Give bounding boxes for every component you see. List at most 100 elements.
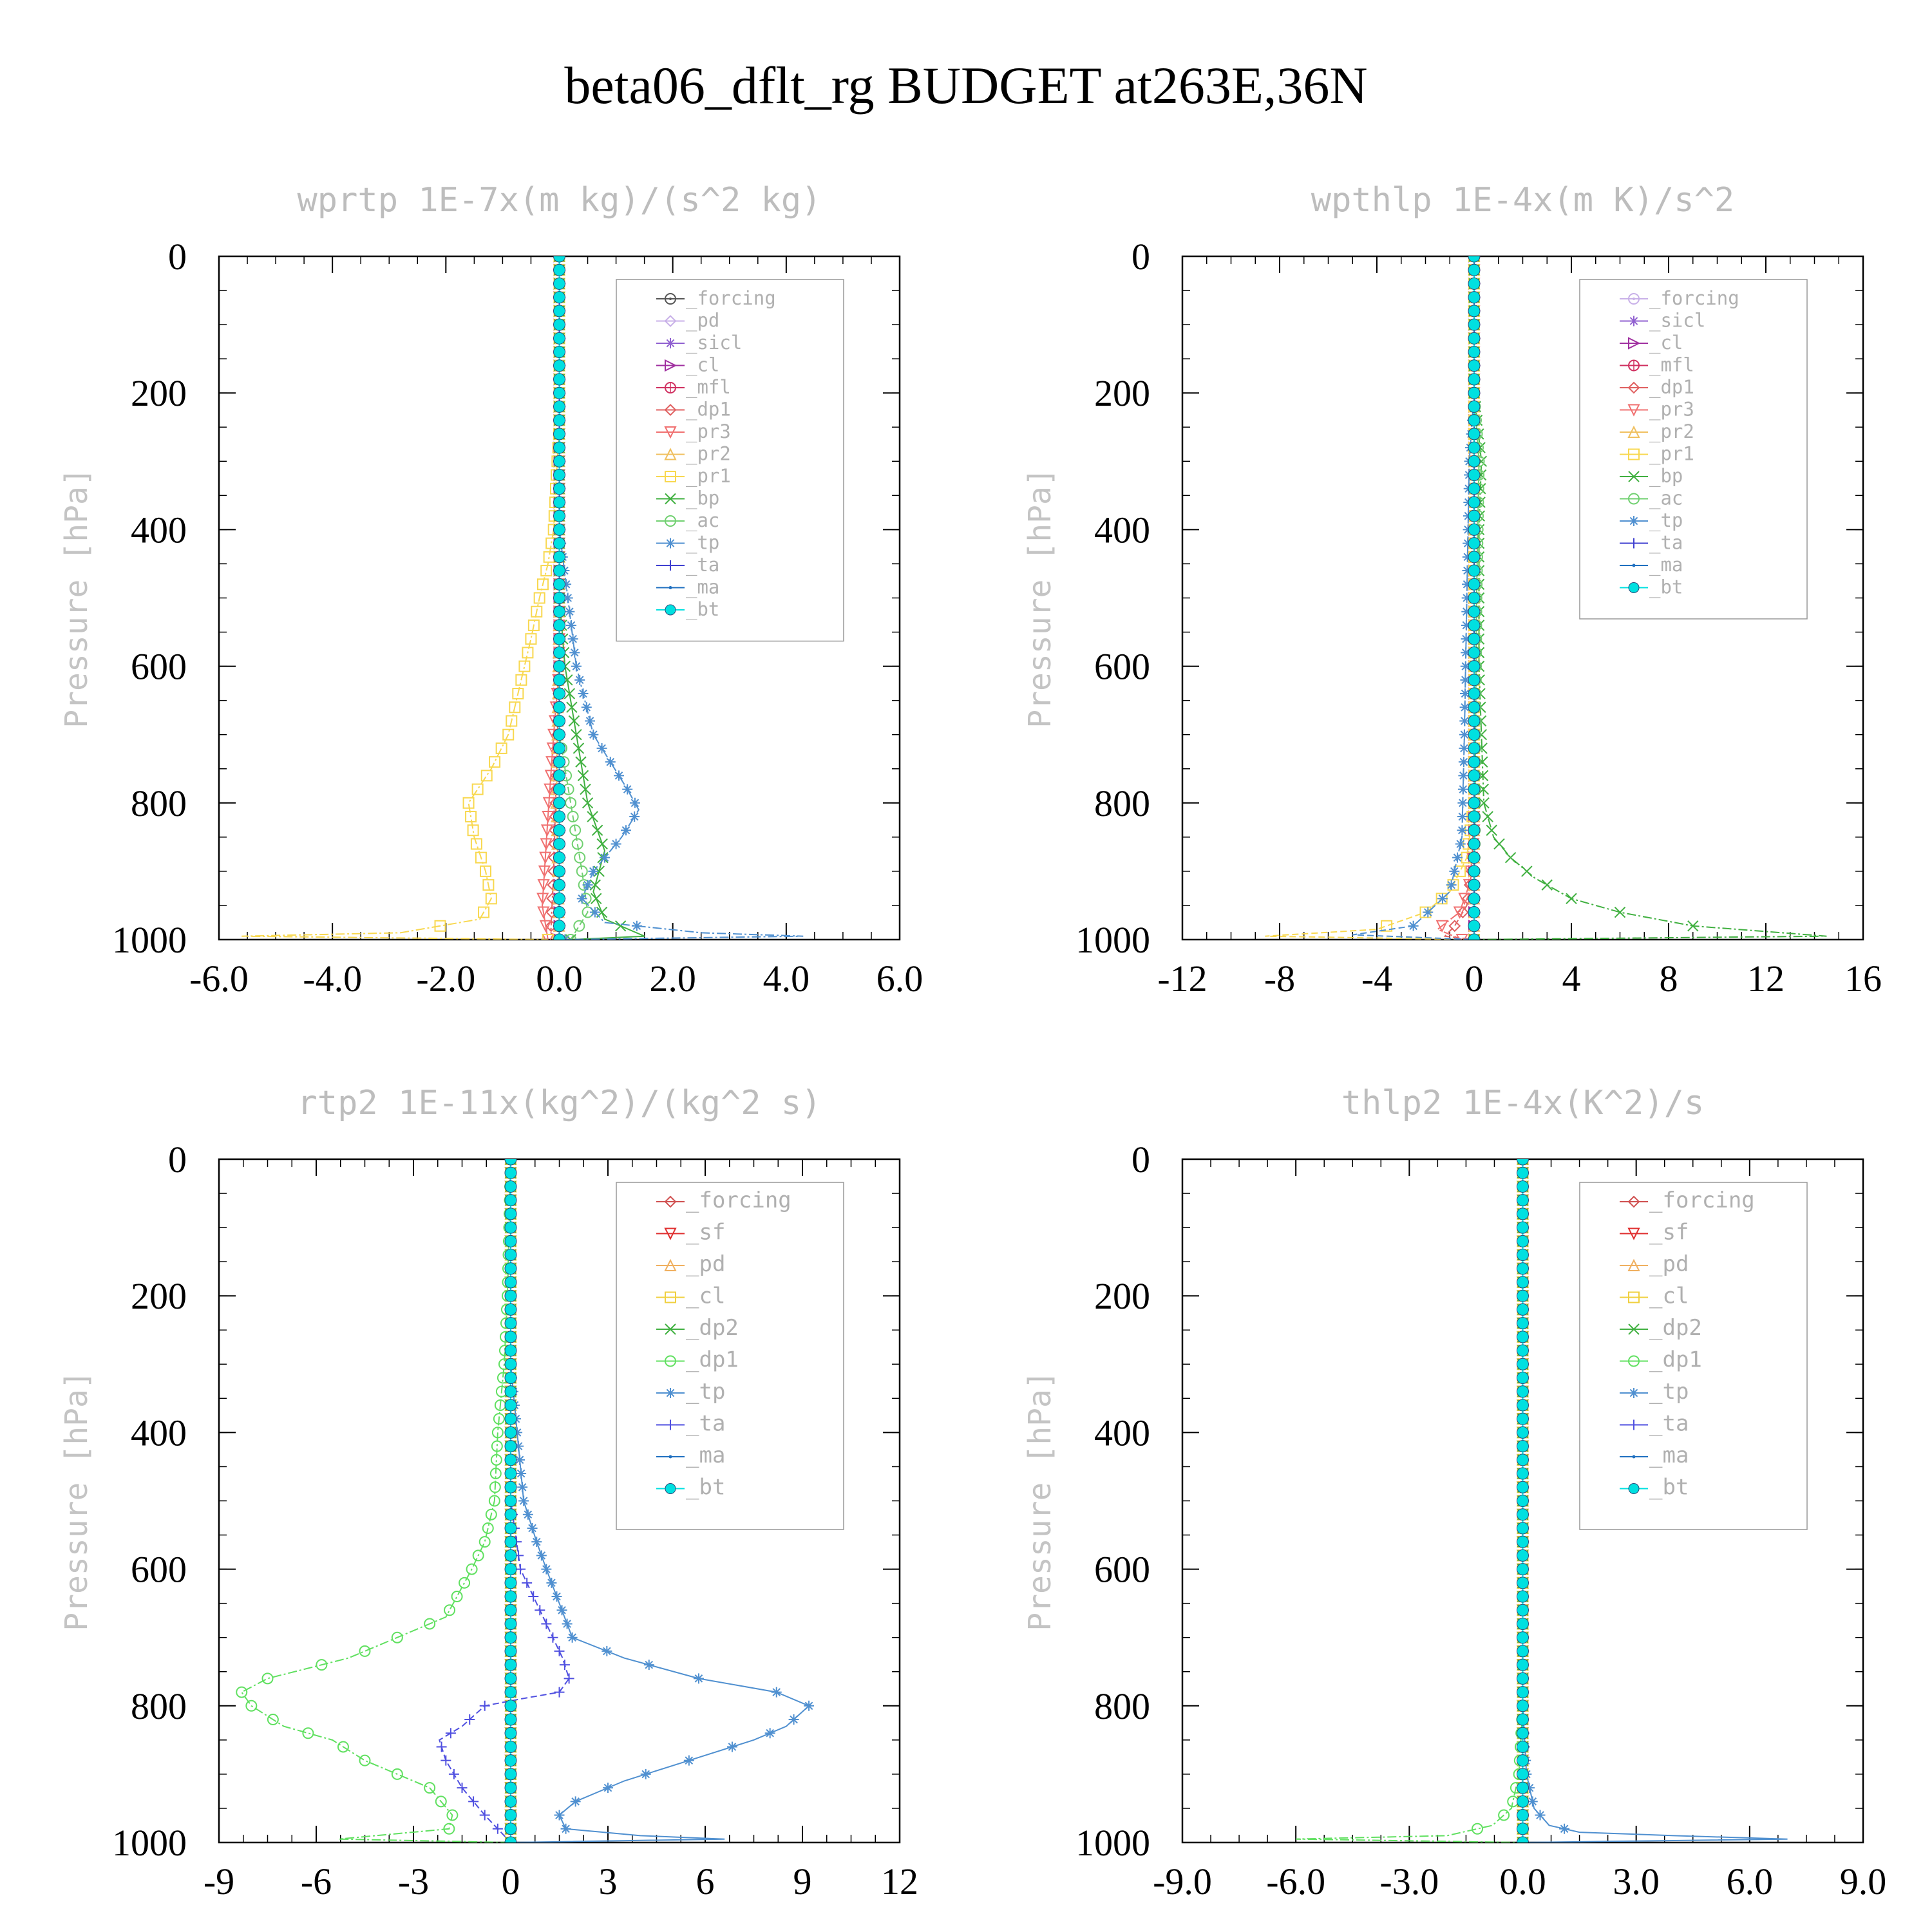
data-point-dp1 xyxy=(359,1754,371,1766)
data-point-bp xyxy=(568,715,580,727)
legend-marker-pr1 xyxy=(1628,448,1640,460)
data-point-tp xyxy=(693,1673,704,1684)
x-tick-label: 0.0 xyxy=(1499,1861,1546,1902)
data-point-bt xyxy=(1517,1700,1529,1712)
figure-title: beta06_dflt_rg BUDGET at263E,36N xyxy=(564,56,1368,115)
data-point-ta xyxy=(464,1714,475,1725)
data-point-bt xyxy=(553,714,565,727)
data-point-bt xyxy=(1468,824,1481,837)
data-point-tp xyxy=(1462,579,1473,590)
y-tick-label: 600 xyxy=(131,646,187,688)
series-line-pr1 xyxy=(1265,256,1475,940)
legend-marker-tp xyxy=(1629,516,1639,526)
data-point-tp xyxy=(518,1495,529,1506)
legend-label: _dp1 xyxy=(1649,1347,1702,1373)
data-point-ac xyxy=(569,824,582,837)
data-point-pr1 xyxy=(518,660,531,672)
data-point-bt xyxy=(553,305,565,317)
data-point-bt xyxy=(1468,346,1481,359)
data-point-tp xyxy=(622,784,633,795)
data-point-bt xyxy=(1468,892,1481,905)
data-point-bt xyxy=(504,1426,517,1439)
data-point-bt xyxy=(553,523,565,536)
data-point-tp xyxy=(605,757,616,768)
data-point-tp xyxy=(1459,729,1470,740)
legend-label: _ta xyxy=(686,554,719,576)
data-point-dp1 xyxy=(267,1714,279,1726)
data-point-bt xyxy=(553,373,565,386)
legend-label: _pd xyxy=(1649,1251,1689,1277)
y-tick-label: 0 xyxy=(1132,236,1150,278)
data-point-tp xyxy=(596,743,607,753)
y-tick-label: 200 xyxy=(131,1275,187,1317)
data-point-bt xyxy=(1468,373,1481,386)
data-point-tp xyxy=(726,1741,737,1752)
legend-marker-pr2 xyxy=(664,448,677,460)
data-point-tp xyxy=(599,852,610,863)
data-point-tp xyxy=(1457,797,1468,808)
data-point-bt xyxy=(553,632,565,645)
data-point-tp xyxy=(571,661,582,672)
data-point-bt xyxy=(1468,728,1481,741)
data-point-bt xyxy=(1517,1768,1529,1781)
data-point-bt xyxy=(1517,1795,1529,1808)
data-point-ta xyxy=(440,1755,451,1766)
data-point-bt xyxy=(1468,428,1481,440)
data-point-tp xyxy=(643,1660,654,1671)
data-point-bt xyxy=(1517,1713,1529,1726)
data-point-bt xyxy=(1468,660,1481,673)
data-point-tp xyxy=(517,1482,528,1493)
x-tick-label: 4 xyxy=(1562,958,1581,999)
legend-marker-bp xyxy=(1628,471,1640,482)
data-point-bt xyxy=(1468,509,1481,522)
chart-panel-2: wpthlp 1E-4x(m K)/s^2 Pressure [hPa] -12 -8… xyxy=(1022,181,1882,999)
data-point-bt xyxy=(504,1495,517,1507)
data-point-tp xyxy=(788,1714,799,1725)
data-point-bt xyxy=(1517,1262,1529,1275)
data-point-dp1 xyxy=(1498,1809,1510,1821)
data-point-bt xyxy=(504,1631,517,1644)
data-point-bt xyxy=(553,256,565,263)
data-point-bt xyxy=(504,1809,517,1822)
data-point-bt xyxy=(1468,263,1481,276)
legend-label: _pd xyxy=(686,310,719,332)
data-point-bp xyxy=(1504,851,1517,864)
data-point-bp xyxy=(1541,879,1553,891)
legend-label: _ta xyxy=(1649,532,1683,554)
legend-marker-cl xyxy=(665,1291,676,1303)
legend-marker-forcing xyxy=(664,1195,677,1208)
data-point-bt xyxy=(504,1508,517,1521)
data-point-tp xyxy=(1437,893,1448,904)
data-point-tp xyxy=(522,1509,533,1520)
data-point-bt xyxy=(1468,619,1481,632)
data-point-bt xyxy=(1517,1590,1529,1603)
data-point-pr1 xyxy=(489,756,501,768)
data-point-pr3 xyxy=(537,906,550,919)
data-point-dp1 xyxy=(302,1727,314,1739)
legend-marker-forcing xyxy=(1628,293,1640,305)
data-point-tp xyxy=(554,1810,565,1821)
data-point-bt xyxy=(553,291,565,304)
data-point-ta xyxy=(547,1632,558,1643)
y-tick-label: 0 xyxy=(168,236,187,278)
data-point-bt xyxy=(1468,482,1481,495)
data-point-bt xyxy=(553,332,565,345)
data-point-tp xyxy=(515,1454,526,1465)
data-point-pr3 xyxy=(1453,906,1466,919)
legend-label: _sicl xyxy=(686,332,742,354)
data-point-bt xyxy=(1468,414,1481,427)
data-point-pr1 xyxy=(485,893,497,905)
data-point-bt xyxy=(553,564,565,577)
x-tick-label: -6.0 xyxy=(1266,1861,1325,1902)
data-point-dp1 xyxy=(491,1426,504,1439)
data-point-bt xyxy=(1468,906,1481,919)
data-point-pr3 xyxy=(1435,920,1448,933)
data-point-pr3 xyxy=(1455,934,1468,940)
x-tick-label: 4.0 xyxy=(763,958,810,999)
data-point-bp xyxy=(571,728,582,741)
data-point-bt xyxy=(1468,291,1481,304)
panel-title: rtp2 1E-11x(kg^2)/(kg^2 s) xyxy=(298,1084,822,1122)
panel-title: thlp2 1E-4x(K^2)/s xyxy=(1341,1084,1705,1122)
data-point-bt xyxy=(504,1658,517,1671)
